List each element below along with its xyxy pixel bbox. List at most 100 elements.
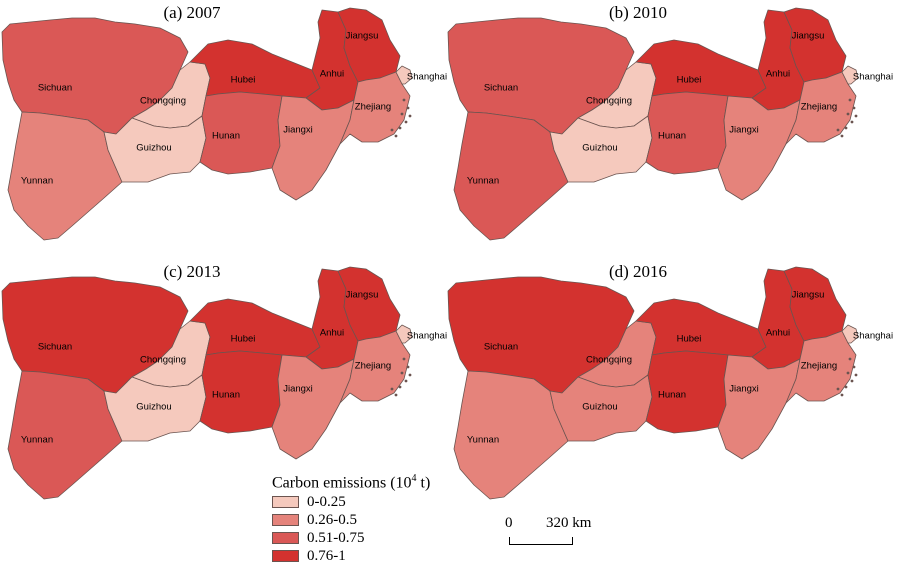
province-label-sichuan: Sichuan [484,83,518,94]
coastal-island [844,126,848,130]
coastal-island [404,379,408,383]
coastal-island [408,373,412,377]
coastal-island [394,393,398,397]
province-label-chongqing: Chongqing [140,355,186,366]
coastal-island [848,357,852,361]
coastal-island [398,126,402,130]
coastal-island [836,128,840,132]
coastal-island [852,365,856,369]
province-yunnan [453,370,569,500]
panel-title-1: (a) 2007 [163,3,221,22]
legend-swatch-class2 [272,514,299,527]
province-jiangxi [271,95,355,201]
legend-title: Carbon emissions (104 t) [272,473,431,492]
province-label-hunan: Hunan [658,390,686,401]
coastal-island [848,98,852,102]
province-label-chongqing: Chongqing [586,96,632,107]
province-label-sichuan: Sichuan [484,342,518,353]
province-label-yunnan: Yunnan [21,176,53,187]
legend-label-class4: 0.76-1 [307,547,346,564]
scale-bar: 0 320 km [502,515,612,549]
coastal-island [850,379,854,383]
province-label-hunan: Hunan [658,131,686,142]
legend-swatch-class4 [272,550,299,563]
province-label-yunnan: Yunnan [21,435,53,446]
coastal-island [394,134,398,138]
map-panel-1: Sichuan Yunnan Chongqing Guizhou Hubei Hunan A… [1,7,447,241]
coastal-island [852,106,856,110]
coastal-island [406,365,410,369]
province-label-anhui: Anhui [320,69,344,80]
legend-item-class1: 0-0.25 [272,493,512,511]
province-label-jiangsu: Jiangsu [792,31,825,42]
province-label-shanghai: Shanghai [407,331,447,342]
legend-item-class4: 0.76-1 [272,547,512,565]
panel-title-2: (b) 2010 [609,3,667,22]
legend-swatch-class1 [272,496,299,509]
coastal-island [398,385,402,389]
province-shanghai [841,324,859,344]
coastal-island [846,112,850,116]
province-hubei [635,39,767,99]
province-label-sichuan: Sichuan [38,342,72,353]
province-label-jiangsu: Jiangsu [792,290,825,301]
coastal-island [402,98,406,102]
province-label-guizhou: Guizhou [582,402,617,413]
province-label-sichuan: Sichuan [38,83,72,94]
coastal-island [406,106,410,110]
province-zhejiang [785,71,857,145]
province-shanghai [841,65,859,85]
province-label-hubei: Hubei [677,334,702,345]
province-label-anhui: Anhui [320,328,344,339]
legend-label-class1: 0-0.25 [307,493,346,510]
province-label-jiangsu: Jiangsu [346,290,379,301]
province-label-yunnan: Yunnan [467,435,499,446]
province-label-guizhou: Guizhou [136,143,171,154]
province-label-chongqing: Chongqing [140,96,186,107]
coastal-island [404,120,408,124]
legend-item-class2: 0.26-0.5 [272,511,512,529]
coastal-island [850,120,854,124]
province-hubei [635,298,767,358]
coastal-island [400,371,404,375]
province-label-shanghai: Shanghai [407,72,447,83]
coastal-island [402,357,406,361]
province-label-guizhou: Guizhou [136,402,171,413]
coastal-island [854,373,858,377]
province-label-zhejiang: Zhejiang [801,102,837,113]
province-label-jiangxi: Jiangxi [729,125,759,136]
province-label-jiangxi: Jiangxi [729,384,759,395]
coastal-island [854,114,858,118]
province-yunnan [7,370,123,500]
legend-label-class3: 0.51-0.75 [307,529,365,546]
map-panel-2: Sichuan Yunnan Chongqing Guizhou Hubei Hunan A… [447,7,893,241]
panel-title-3: (c) 2013 [163,262,220,281]
panel-title-4: (d) 2016 [609,262,667,281]
province-hubei [189,39,321,99]
coastal-island [846,371,850,375]
province-label-chongqing: Chongqing [586,355,632,366]
coastal-island [408,114,412,118]
scale-zero-label: 0 [505,515,513,531]
map-panel-3: Sichuan Yunnan Chongqing Guizhou Hubei Hunan A… [1,266,447,500]
province-label-hubei: Hubei [677,75,702,86]
coastal-island [390,128,394,132]
province-label-shanghai: Shanghai [853,331,893,342]
province-zhejiang [785,330,857,404]
scale-max-label: 320 km [546,515,592,531]
legend-label-class2: 0.26-0.5 [307,511,357,528]
province-zhejiang [339,330,411,404]
province-label-zhejiang: Zhejiang [355,361,391,372]
scale-line [509,537,573,545]
province-jiangxi [717,354,801,460]
province-jiangxi [271,354,355,460]
province-label-jiangsu: Jiangsu [346,31,379,42]
coastal-island [840,134,844,138]
province-jiangxi [717,95,801,201]
province-label-guizhou: Guizhou [582,143,617,154]
legend-swatch-class3 [272,532,299,545]
coastal-island [844,385,848,389]
province-zhejiang [339,71,411,145]
province-label-zhejiang: Zhejiang [801,361,837,372]
